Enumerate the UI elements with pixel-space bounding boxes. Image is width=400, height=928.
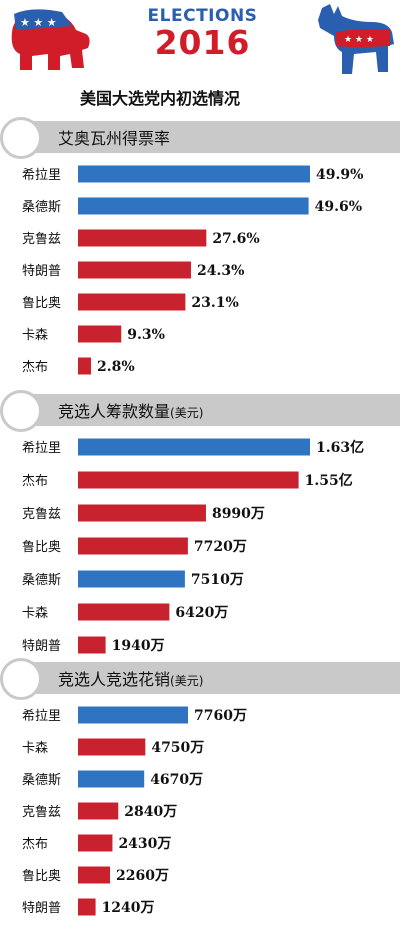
value-label: 8990万 bbox=[212, 506, 265, 522]
section-header: 竞选人竞选花销(美元) bbox=[0, 658, 400, 700]
bar bbox=[78, 770, 145, 788]
section-title: 艾奥瓦州得票率 bbox=[58, 125, 170, 149]
bar bbox=[78, 229, 207, 247]
value-label: 1940万 bbox=[112, 638, 165, 654]
category-label: 鲁比奥 bbox=[22, 540, 61, 555]
value-label: 49.9% bbox=[316, 167, 363, 183]
svg-text:★ ★ ★: ★ ★ ★ bbox=[344, 35, 374, 45]
section-header: 艾奥瓦州得票率 bbox=[0, 117, 400, 159]
section-title-text: 竞选人竞选花销 bbox=[58, 670, 171, 689]
value-label: 24.3% bbox=[197, 263, 244, 279]
value-label: 7510万 bbox=[191, 572, 244, 588]
category-label: 卡森 bbox=[22, 328, 48, 343]
value-label: 9.3% bbox=[127, 327, 165, 343]
section-title: 竞选人筹款数量(美元) bbox=[58, 398, 203, 422]
bar bbox=[78, 357, 92, 375]
bar bbox=[78, 898, 96, 916]
category-label: 鲁比奥 bbox=[22, 869, 61, 884]
bar bbox=[78, 471, 299, 489]
bar bbox=[78, 261, 191, 279]
category-label: 杰布 bbox=[22, 474, 48, 489]
value-label: 7720万 bbox=[194, 539, 247, 555]
value-label: 1240万 bbox=[102, 900, 155, 916]
value-label: 27.6% bbox=[212, 231, 259, 247]
value-label: 7760万 bbox=[194, 708, 247, 724]
category-label: 杰布 bbox=[22, 360, 48, 375]
bar bbox=[78, 438, 310, 456]
header: ★ ★ ★ ELECTIONS 2016 ★ ★ ★ 美国大选党内初选情况 bbox=[0, 0, 400, 112]
section-circle bbox=[0, 390, 42, 432]
value-label: 1.55亿 bbox=[305, 472, 353, 489]
bar bbox=[78, 537, 188, 555]
category-label: 克鲁兹 bbox=[22, 805, 61, 820]
elections-banner: ELECTIONS 2016 bbox=[145, 6, 260, 60]
section-circle bbox=[0, 658, 42, 700]
section-title-text: 艾奥瓦州得票率 bbox=[58, 129, 171, 148]
bar bbox=[78, 636, 106, 654]
section-circle bbox=[0, 117, 42, 159]
bar bbox=[78, 834, 113, 852]
category-label: 卡森 bbox=[22, 606, 48, 621]
value-label: 2430万 bbox=[118, 836, 171, 852]
value-label: 4670万 bbox=[150, 772, 203, 788]
value-label: 2840万 bbox=[124, 804, 177, 820]
value-label: 1.63亿 bbox=[316, 439, 364, 456]
category-label: 希拉里 bbox=[22, 709, 61, 724]
category-label: 卡森 bbox=[22, 741, 48, 756]
value-label: 49.6% bbox=[315, 199, 362, 215]
value-label: 4750万 bbox=[151, 740, 204, 756]
bar bbox=[78, 325, 122, 343]
bar bbox=[78, 866, 111, 884]
category-label: 希拉里 bbox=[22, 168, 61, 183]
republican-elephant-icon: ★ ★ ★ bbox=[11, 9, 90, 70]
category-label: 桑德斯 bbox=[22, 773, 61, 788]
value-label: 6420万 bbox=[175, 605, 228, 621]
value-label: 2260万 bbox=[116, 868, 169, 884]
category-label: 鲁比奥 bbox=[22, 296, 61, 311]
bar bbox=[78, 706, 188, 724]
section-unit-note: (美元) bbox=[170, 406, 204, 420]
democrat-donkey-icon: ★ ★ ★ bbox=[318, 4, 394, 74]
category-label: 杰布 bbox=[22, 837, 48, 852]
svg-text:★ ★ ★: ★ ★ ★ bbox=[20, 16, 57, 29]
bar bbox=[78, 165, 310, 183]
category-label: 特朗普 bbox=[22, 264, 61, 279]
vote-share-chart: 希拉里 49.9% 桑德斯 49.6% 克鲁兹 27.6% 特朗普 24.3% 鲁比奥 23.1%… bbox=[22, 165, 363, 375]
bar bbox=[78, 802, 119, 820]
section-unit-note: (美元) bbox=[170, 674, 204, 688]
category-label: 克鲁兹 bbox=[22, 507, 61, 522]
bar bbox=[78, 738, 146, 756]
value-label: 23.1% bbox=[191, 295, 238, 311]
section-bar bbox=[16, 662, 400, 694]
category-label: 特朗普 bbox=[22, 639, 61, 654]
section-bar bbox=[16, 394, 400, 426]
category-label: 桑德斯 bbox=[22, 200, 61, 215]
subtitle: 美国大选党内初选情况 bbox=[80, 89, 241, 108]
banner-line2: 2016 bbox=[154, 23, 251, 62]
bar bbox=[78, 197, 309, 215]
bar bbox=[78, 570, 185, 588]
banner-line1: ELECTIONS bbox=[147, 6, 258, 26]
value-label: 2.8% bbox=[97, 359, 135, 375]
section-bar bbox=[16, 121, 400, 153]
section-header: 竞选人筹款数量(美元) bbox=[0, 390, 400, 432]
bar bbox=[78, 504, 206, 522]
category-label: 桑德斯 bbox=[22, 573, 61, 588]
category-label: 克鲁兹 bbox=[22, 232, 61, 247]
bar bbox=[78, 293, 186, 311]
bar bbox=[78, 603, 170, 621]
section-title-text: 竞选人筹款数量 bbox=[58, 402, 171, 421]
section-title: 竞选人竞选花销(美元) bbox=[58, 666, 203, 690]
category-label: 希拉里 bbox=[22, 441, 61, 456]
category-label: 特朗普 bbox=[22, 901, 61, 916]
